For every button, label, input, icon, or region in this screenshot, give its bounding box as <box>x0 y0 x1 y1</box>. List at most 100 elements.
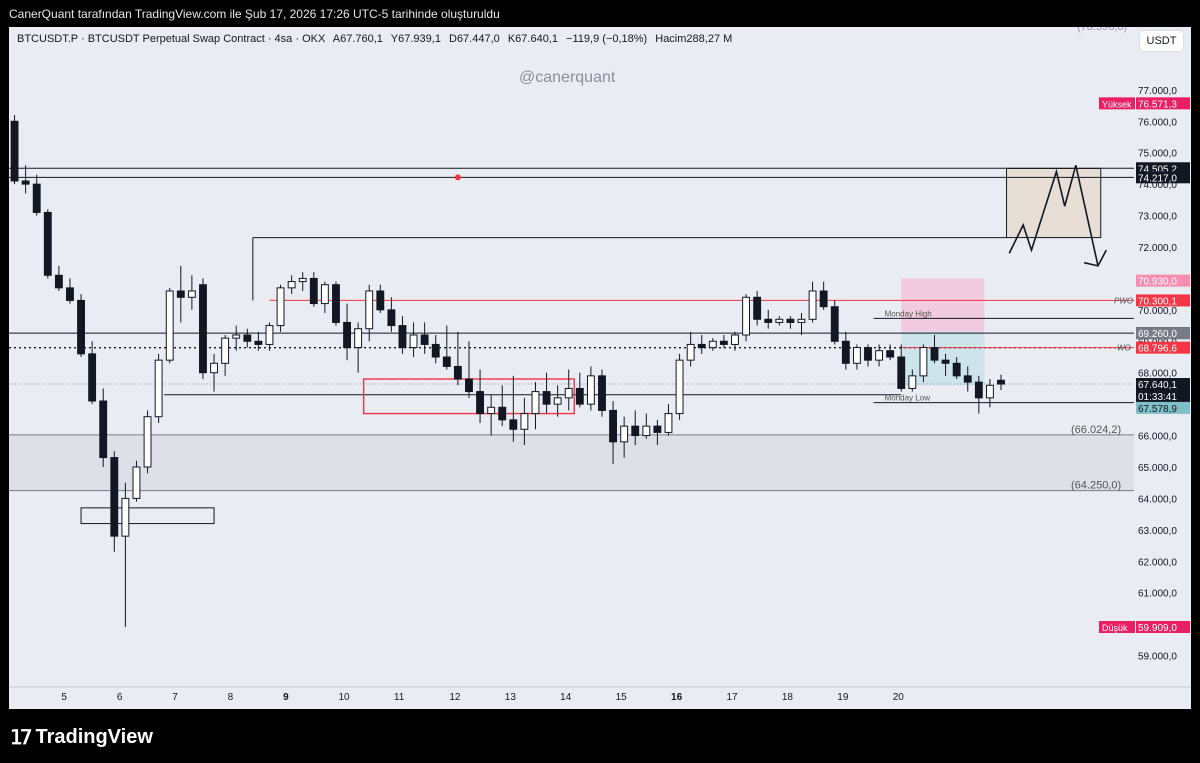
candle-down <box>32 183 41 213</box>
watermark: @canerquant <box>519 69 616 86</box>
alert-icon <box>454 174 461 181</box>
y-tick-label: 61.000,0 <box>1138 589 1177 600</box>
candle-down <box>609 409 617 443</box>
price-tag <box>1136 294 1190 307</box>
price-tag-value: 01:33:41 <box>1138 392 1177 403</box>
candle-down <box>99 400 108 459</box>
y-tick-label: 66.000,0 <box>1138 432 1177 443</box>
level-label: (64.250,0) <box>1071 480 1121 492</box>
candle-up <box>875 350 884 361</box>
price-tag <box>1136 97 1190 110</box>
x-tick-label: 12 <box>449 692 461 703</box>
candle-down <box>697 343 706 349</box>
price-tag-label-bg <box>1099 621 1135 634</box>
candle-down <box>54 274 63 289</box>
price-tag-value: 70.300,1 <box>1138 296 1177 307</box>
y-tick-label: 75.000,0 <box>1138 149 1177 160</box>
y-tick-label: 68.000,0 <box>1138 369 1177 380</box>
y-tick-label: 65.000,0 <box>1138 463 1177 474</box>
candle-down <box>199 284 207 374</box>
candle-up <box>210 362 218 374</box>
level-label: (66.024,2) <box>1071 424 1121 436</box>
candle-up <box>221 337 230 364</box>
price-tag-value: 74.505,2 <box>1138 164 1177 175</box>
candle-down <box>498 406 507 421</box>
candle-down <box>254 340 263 345</box>
level-label: Monday Low <box>885 394 931 403</box>
candle-down <box>886 350 895 358</box>
candle-up <box>797 318 806 323</box>
candle-up <box>586 375 595 405</box>
candle-up <box>675 359 684 415</box>
y-tick-label: 77.000,0 <box>1138 86 1177 97</box>
candle-up <box>365 290 374 330</box>
candle-down <box>963 375 972 383</box>
price-tag-value: 69.260,0 <box>1138 329 1177 340</box>
candlestick-chart[interactable]: PWO Monday High WO Monday Low (66.024,2) (64.… <box>9 27 1191 709</box>
candle-up <box>664 413 673 433</box>
currency-button[interactable]: USDT <box>1140 31 1183 51</box>
candle-up <box>852 347 861 364</box>
candle-down <box>864 347 872 361</box>
x-tick-label: 5 <box>61 692 67 703</box>
legend-low: D67.447,0 <box>449 33 500 45</box>
candle-up <box>642 425 651 437</box>
x-tick-label: 9 <box>283 692 289 703</box>
y-tick-label: 59.000,0 <box>1138 652 1177 663</box>
candle-up <box>132 466 141 499</box>
legend-open: A67.760,1 <box>332 33 383 45</box>
candle-up <box>320 284 329 305</box>
candle-up <box>531 391 540 415</box>
pink-zone <box>901 278 985 332</box>
candle-down <box>476 391 484 415</box>
price-tag <box>1136 274 1190 287</box>
candle-up <box>775 318 784 323</box>
legend-change: −119,9 (−0,18%) <box>566 33 648 45</box>
discount-band <box>9 434 1134 491</box>
candle-up <box>232 334 241 339</box>
x-tick-label: 7 <box>172 692 178 703</box>
x-tick-label: 11 <box>394 692 405 703</box>
candle-down <box>309 277 318 305</box>
y-tick-label: 62.000,0 <box>1138 557 1177 568</box>
top-price-label: (78.596,8) <box>1077 27 1127 33</box>
candle-up <box>908 375 917 389</box>
x-tick-label: 15 <box>616 692 628 703</box>
candle-down <box>897 356 906 389</box>
candle-down <box>465 378 473 393</box>
candle-up <box>620 425 629 443</box>
candle-down <box>952 362 961 377</box>
candle-up <box>985 384 994 399</box>
candle-down <box>43 211 52 276</box>
price-tag <box>1136 327 1190 340</box>
candle-up <box>919 347 928 377</box>
projection-arrowhead <box>1083 249 1107 267</box>
candle-down <box>542 391 551 405</box>
x-tick-label: 6 <box>117 692 123 703</box>
y-tick-label: 73.000,0 <box>1138 212 1177 223</box>
legend-volume: Hacim288,27 M <box>655 33 733 45</box>
candle-down <box>420 334 429 345</box>
chart-frame[interactable]: PWO Monday High WO Monday Low (66.024,2) (64.… <box>9 27 1191 709</box>
level-label: WO <box>1117 344 1131 353</box>
x-tick-label: 10 <box>339 692 351 703</box>
candle-down <box>77 299 85 355</box>
legend-symbol[interactable]: BTCUSDT.P · BTCUSDT Perpetual Swap Contr… <box>17 33 326 45</box>
x-tick-label: 19 <box>837 692 849 703</box>
candle-up <box>487 406 496 415</box>
candle-down <box>830 306 839 342</box>
candle-down <box>442 356 451 367</box>
price-tag <box>1136 162 1190 175</box>
tradingview-logo[interactable]: 𝟣𝟩 TradingView <box>10 725 153 750</box>
candle-down <box>431 343 440 358</box>
x-tick-label: 14 <box>560 692 572 703</box>
candle-down <box>453 365 462 380</box>
candle-down <box>764 318 773 323</box>
price-tag <box>1136 389 1190 402</box>
price-tag <box>1136 378 1190 391</box>
candle-down <box>387 309 396 327</box>
price-tag-label: Yüksek <box>1102 99 1132 109</box>
price-tag-label-bg <box>1099 97 1135 110</box>
x-tick-label: 17 <box>726 692 738 703</box>
candle-down <box>719 340 728 345</box>
